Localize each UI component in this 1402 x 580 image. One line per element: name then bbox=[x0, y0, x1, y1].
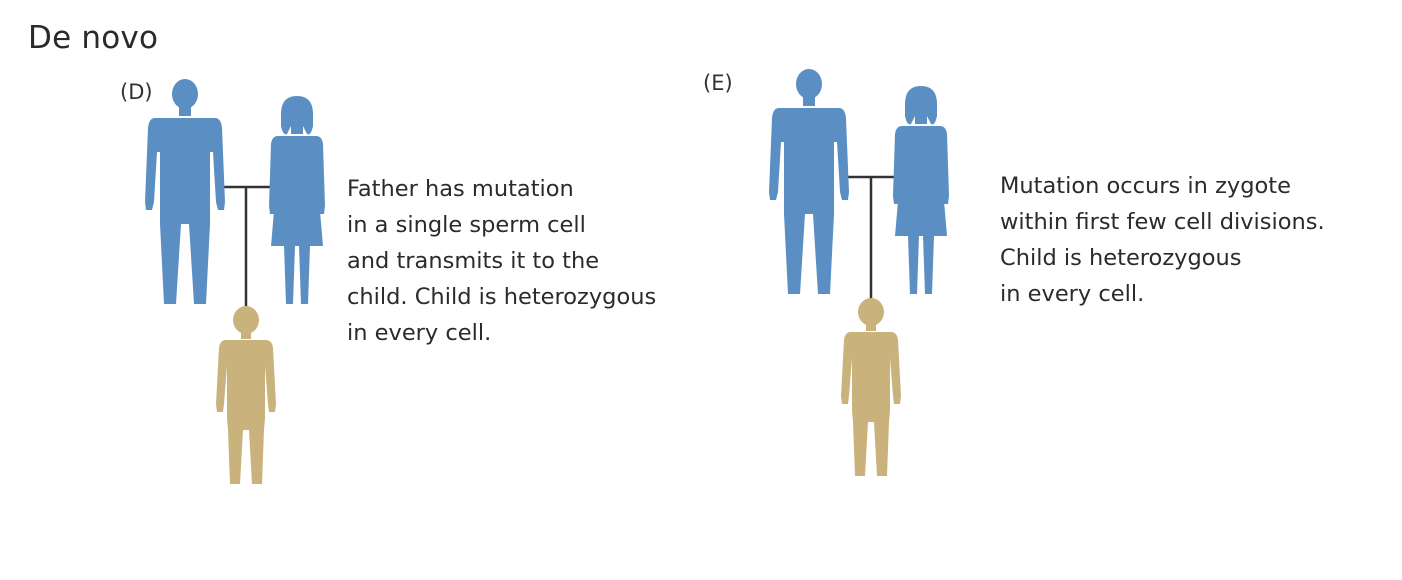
pedigree-e bbox=[769, 69, 949, 476]
description-line: Father has mutation bbox=[347, 176, 574, 202]
description-line: within first few cell divisions. bbox=[1000, 209, 1325, 235]
description-line: in every cell. bbox=[1000, 281, 1145, 307]
child-icon-e bbox=[841, 298, 901, 476]
child-icon-d bbox=[216, 306, 276, 484]
mother-icon-e bbox=[893, 86, 949, 294]
description-line: child. Child is heterozygous bbox=[347, 284, 657, 310]
description-e: Mutation occurs in zygote within first f… bbox=[1000, 168, 1325, 312]
father-icon-d bbox=[145, 79, 225, 304]
mother-icon-d bbox=[269, 96, 325, 304]
panel-label-e: (E) bbox=[703, 71, 733, 95]
panel-label-d: (D) bbox=[120, 80, 153, 104]
description-line: in a single sperm cell bbox=[347, 212, 586, 238]
connector-lines-e bbox=[847, 175, 895, 302]
description-d: Father has mutation in a single sperm ce… bbox=[347, 171, 656, 351]
pedigree-d bbox=[145, 79, 325, 484]
description-line: and transmits it to the bbox=[347, 248, 600, 274]
description-line: in every cell. bbox=[347, 320, 492, 346]
father-icon-e bbox=[769, 69, 849, 294]
description-line: Child is heterozygous bbox=[1000, 245, 1242, 271]
section-title: De novo bbox=[28, 20, 159, 56]
description-line: Mutation occurs in zygote bbox=[1000, 173, 1291, 199]
connector-lines-d bbox=[221, 185, 270, 312]
